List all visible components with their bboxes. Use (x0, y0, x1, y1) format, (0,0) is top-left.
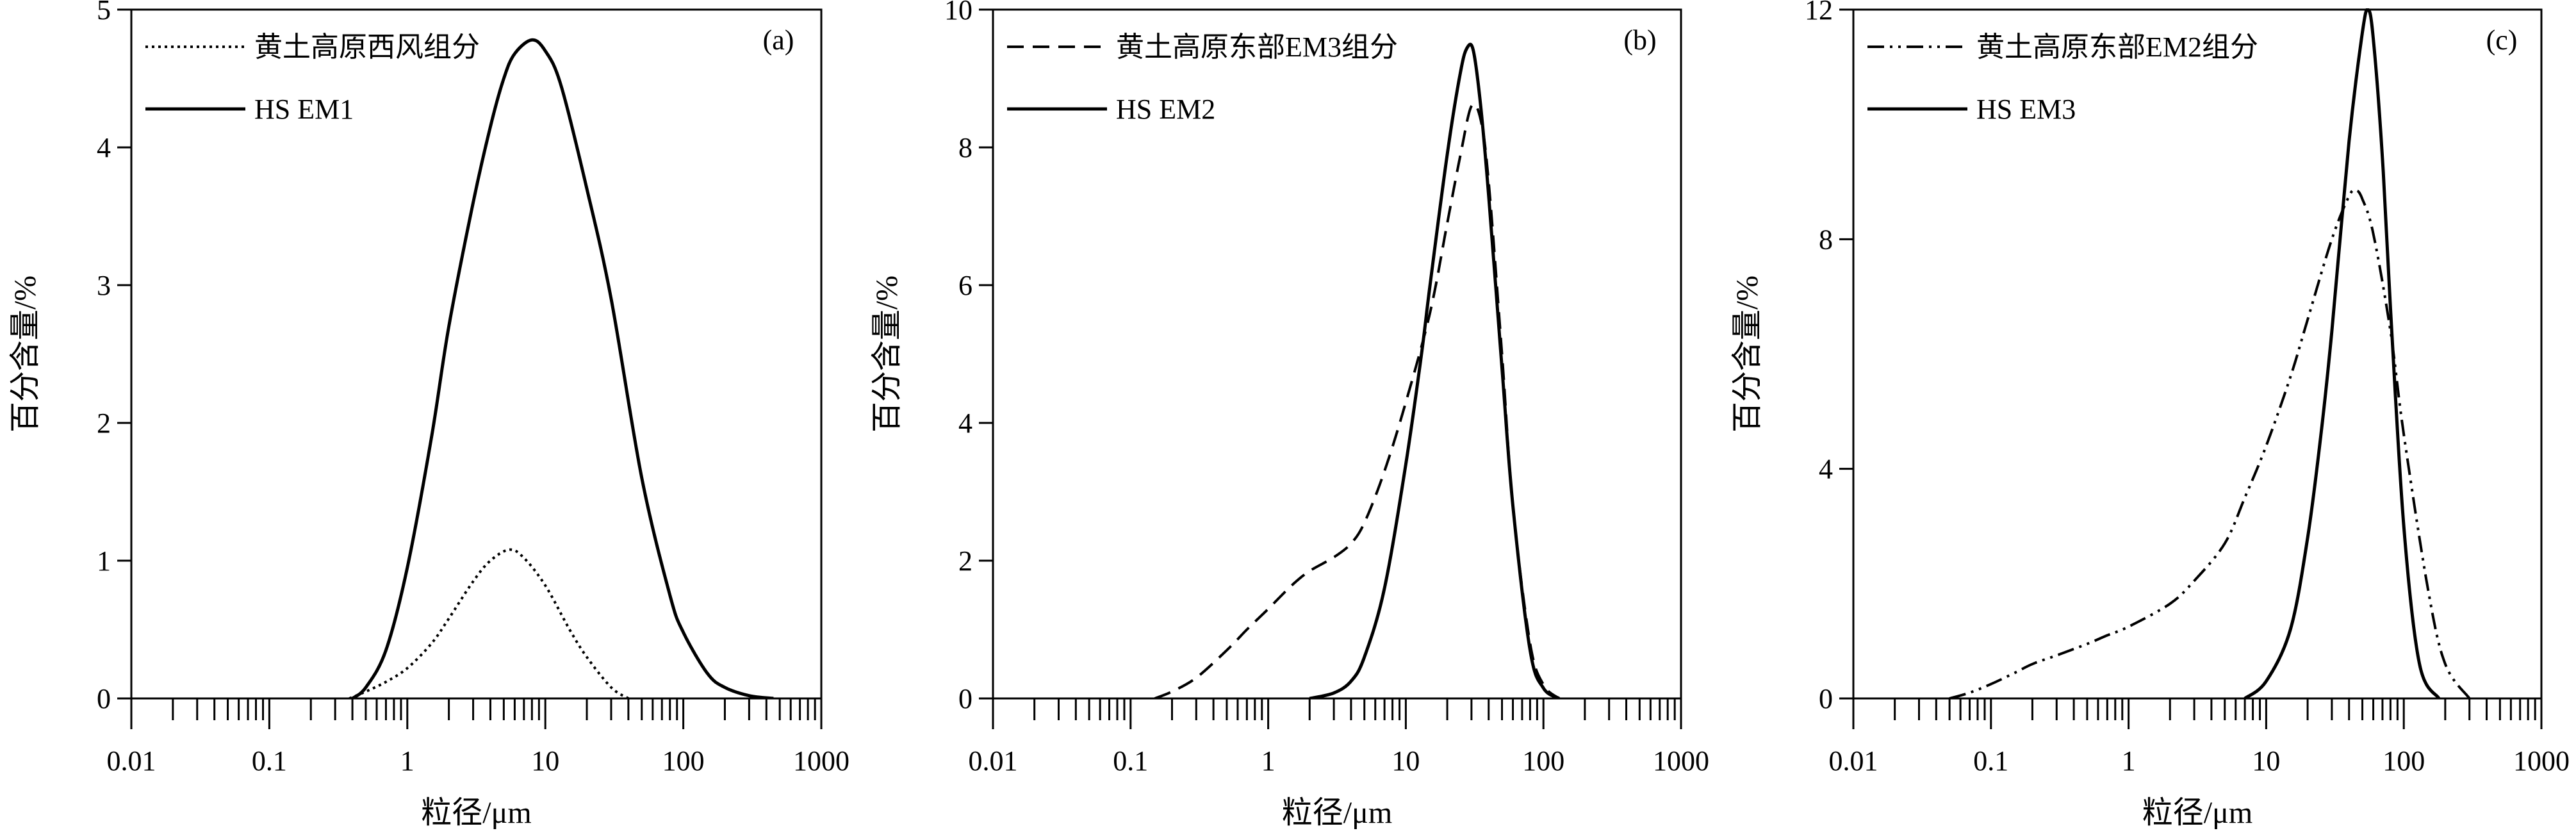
x-tick-label: 10 (1391, 745, 1420, 777)
x-tick-label: 1 (2122, 745, 2136, 777)
plot-frame (992, 8, 1682, 700)
y-tick-label: 4 (958, 408, 972, 439)
legend-label-2: HS EM2 (1116, 94, 1215, 125)
y-tick-label: 0 (1819, 683, 1833, 714)
x-tick-label: 0.1 (1973, 745, 2008, 777)
x-tick-label: 10 (2252, 745, 2280, 777)
y-tick-label: 4 (1819, 454, 1833, 485)
series-line-1 (349, 548, 629, 698)
series-line-1 (1949, 188, 2471, 698)
x-tick-label: 1 (400, 745, 414, 777)
x-tick-label: 100 (2383, 745, 2425, 777)
x-tick-label: 0.1 (252, 745, 287, 777)
x-tick-label: 1000 (793, 745, 849, 777)
legend-label-2: HS EM1 (254, 94, 354, 125)
legend-label-1: 黄土高原东部EM3组分 (1116, 31, 1398, 63)
y-axis-label: 百分含量/% (870, 276, 904, 433)
series-line-2 (351, 38, 774, 698)
x-axis-label: 粒径/μm (1282, 796, 1392, 830)
chart-panel-a: 0.01 0.1 1 10 100 1000 0 1 2 3 4 5 粒径/μm 百分含量/% (a) 黄土高… (8, 0, 849, 830)
y-tick-label: 12 (1805, 0, 1833, 26)
chart-panel-c: 0.01 0.1 1 10 100 1000 0 4 8 12 粒径/μm 百分含量/% (c) 黄土高原… (1730, 0, 2570, 830)
x-tick-label: 1 (1261, 745, 1276, 777)
x-tick-label: 100 (1522, 745, 1564, 777)
x-tick-label: 10 (531, 745, 559, 777)
y-tick-label: 2 (958, 545, 972, 577)
y-tick-label: 0 (97, 683, 111, 714)
legend-label-2: HS EM3 (1976, 94, 2076, 125)
panel-label: (a) (763, 24, 794, 56)
series-line-2 (1309, 42, 1561, 698)
panel-label: (b) (1623, 24, 1656, 56)
legend-label-1: 黄土高原东部EM2组分 (1976, 31, 2258, 63)
y-tick-label: 6 (958, 270, 972, 301)
series-line-2 (2244, 8, 2441, 698)
x-axis-label: 粒径/μm (421, 796, 531, 830)
x-axis-label: 粒径/μm (2142, 796, 2252, 830)
x-tick-label: 0.01 (969, 745, 1018, 777)
x-tick-label: 0.01 (1829, 745, 1878, 777)
y-axis-label: 百分含量/% (8, 276, 42, 433)
x-tick-label: 100 (662, 745, 705, 777)
legend-label-1: 黄土高原西风组分 (254, 31, 480, 63)
chart-panel-b: 0.01 0.1 1 10 100 1000 0 2 4 6 8 10 粒径/μm 百分含量/% (b) 黄土… (870, 0, 1709, 830)
series-line-1 (1154, 103, 1561, 698)
y-tick-label: 2 (97, 408, 111, 439)
y-tick-label: 8 (1819, 224, 1833, 255)
y-axis-label: 百分含量/% (1730, 276, 1764, 433)
y-tick-label: 1 (97, 545, 111, 577)
x-tick-label: 1000 (2513, 745, 2570, 777)
x-tick-label: 0.1 (1113, 745, 1148, 777)
y-tick-label: 8 (958, 132, 972, 163)
y-tick-label: 0 (958, 683, 972, 714)
y-tick-label: 3 (97, 270, 111, 301)
plot-frame (130, 8, 823, 700)
panel-label: (c) (2486, 24, 2518, 56)
x-tick-label: 0.01 (107, 745, 156, 777)
y-tick-label: 4 (97, 132, 111, 163)
y-tick-label: 5 (97, 0, 111, 26)
y-tick-label: 10 (944, 0, 972, 26)
plot-frame (1852, 8, 2543, 700)
x-tick-label: 1000 (1653, 745, 1709, 777)
